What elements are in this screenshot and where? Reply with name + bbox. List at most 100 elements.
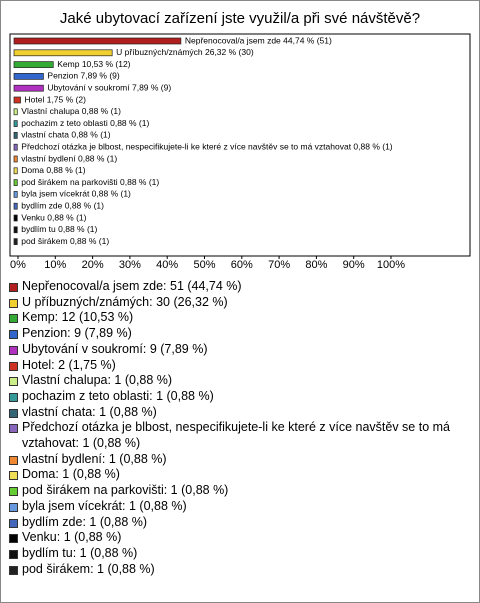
x-tick-label: 0% [10, 259, 26, 271]
legend-label: pochazim z teto oblasti: 1 (0,88 %) [22, 388, 214, 403]
legend-label: Venku: 1 (0,88 %) [22, 530, 122, 545]
legend-item: vlastní bydlení: 1 (0,88 %) [9, 452, 464, 468]
bar [13, 84, 44, 92]
legend-swatch [9, 392, 18, 402]
legend-label: U příbuzných/známých: 30 (26,32 %) [22, 294, 228, 309]
legend-item: Nepřenocoval/a jsem zde: 51 (44,74 %) [9, 279, 464, 295]
bar [13, 167, 18, 175]
x-tick-label: 60% [231, 259, 253, 271]
legend-label: Kemp: 12 (10,53 %) [22, 310, 134, 325]
bar-label: bydlím zde 0,88 % (1) [21, 200, 104, 210]
legend-swatch [9, 283, 18, 292]
legend-item: byla jsem vícekrát: 1 (0,88 %) [9, 499, 464, 515]
bar-label: pod širákem na parkovišti 0,88 % (1) [21, 177, 159, 187]
legend-label: pod širákem: 1 (0,88 %) [22, 561, 155, 576]
legend-label: Předchozí otázka je blbost, nespecifikuj… [22, 420, 450, 451]
legend-swatch [9, 345, 18, 355]
legend-item: U příbuzných/známých: 30 (26,32 %) [9, 295, 464, 311]
x-tick-label: 50% [193, 259, 215, 271]
x-tick-label: 30% [119, 259, 141, 271]
x-tick-label: 90% [343, 259, 365, 271]
bar [13, 120, 18, 127]
x-tick-label: 70% [268, 259, 290, 271]
legend-item: vlastní chata: 1 (0,88 %) [9, 405, 464, 421]
x-tick-label: 40% [156, 259, 178, 271]
bar [13, 73, 44, 80]
legend-swatch [9, 487, 18, 497]
legend-label: pod širákem na parkovišti: 1 (0,88 %) [22, 483, 229, 498]
bar [13, 132, 18, 139]
legend-swatch [9, 298, 18, 308]
legend-swatch [9, 424, 18, 434]
legend-label: Hotel: 2 (1,75 %) [22, 357, 116, 372]
x-tick-label: 100% [377, 259, 405, 271]
legend-label: bydlím zde: 1 (0,88 %) [22, 514, 148, 529]
plot-frame [9, 33, 471, 257]
legend-label: Penzion: 9 (7,89 %) [22, 326, 132, 341]
bar [13, 191, 18, 198]
legend-item: pod širákem na parkovišti: 1 (0,88 %) [9, 483, 464, 499]
bar [13, 143, 18, 151]
legend-item: pochazim z teto oblasti: 1 (0,88 %) [9, 389, 464, 405]
legend-swatch [9, 502, 18, 512]
bar [13, 179, 18, 186]
legend-label: vlastní bydlení: 1 (0,88 %) [22, 451, 167, 466]
legend-label: Ubytování v soukromí: 9 (7,89 %) [22, 341, 208, 356]
legend-label: byla jsem vícekrát: 1 (0,88 %) [22, 498, 187, 513]
legend-swatch [9, 534, 18, 544]
bar [13, 202, 18, 210]
bar [13, 61, 54, 68]
legend-label: Doma: 1 (0,88 %) [22, 467, 120, 482]
chart: Jaké ubytovací zařízení jste využil/a př… [9, 10, 471, 271]
legend-swatch [9, 408, 18, 418]
bar [13, 238, 18, 245]
legend-label: bydlím tu: 1 (0,88 %) [22, 545, 138, 560]
bar-label: Doma 0,88 % (1) [21, 165, 85, 175]
legend-swatch [9, 549, 18, 559]
legend-item: Penzion: 9 (7,89 %) [9, 326, 464, 342]
legend: Nepřenocoval/a jsem zde: 51 (44,74 %) U p… [9, 279, 464, 577]
bar-label: vlastní bydlení 0,88 % (1) [21, 153, 117, 163]
bar [13, 155, 18, 163]
x-tick-label: 80% [305, 259, 327, 271]
legend-item: Ubytování v soukromí: 9 (7,89 %) [9, 342, 464, 358]
bar-label: Kemp 10,53 % (12) [57, 59, 130, 69]
bar-label: pod širákem 0,88 % (1) [21, 236, 109, 246]
legend-item: pod širákem: 1 (0,88 %) [9, 562, 464, 578]
bar [13, 108, 18, 116]
bar-label: bydlím tu 0,88 % (1) [21, 224, 97, 234]
bar-label: vlastní chata 0,88 % (1) [21, 130, 110, 140]
bar-label: U příbuzných/známých 26,32 % (30) [116, 47, 254, 57]
legend-swatch [9, 377, 18, 387]
bar-label: Hotel 1,75 % (2) [25, 94, 87, 104]
legend-swatch [9, 361, 18, 371]
x-tick-label: 10% [44, 259, 66, 271]
bar-label: Venku 0,88 % (1) [21, 212, 86, 222]
legend-swatch [9, 518, 18, 528]
legend-swatch [9, 455, 18, 465]
chart-title: Jaké ubytovací zařízení jste využil/a př… [60, 10, 420, 27]
legend-label: Vlastní chalupa: 1 (0,88 %) [22, 373, 173, 388]
legend-swatch [9, 565, 18, 575]
legend-item: Venku: 1 (0,88 %) [9, 530, 464, 546]
bar [13, 49, 113, 57]
x-tick-label: 20% [82, 259, 104, 271]
bar-label: Ubytování v soukromí 7,89 % (9) [47, 82, 171, 92]
legend-swatch [9, 471, 18, 481]
legend-label: vlastní chata: 1 (0,88 %) [22, 404, 157, 419]
legend-item: bydlím tu: 1 (0,88 %) [9, 546, 464, 562]
bar-label: Vlastní chalupa 0,88 % (1) [21, 106, 121, 116]
bar-label: byla jsem vícekrát 0,88 % (1) [21, 189, 131, 199]
bar-label: Předchozí otázka je blbost, nespecifikuj… [21, 141, 393, 151]
legend-label: Nepřenocoval/a jsem zde: 51 (44,74 %) [22, 279, 242, 293]
bar [13, 214, 18, 222]
bar-label: Penzion 7,89 % (9) [47, 71, 119, 81]
bar-label: Nepřenocoval/a jsem zde 44,74 % (51) [185, 35, 332, 45]
bar-label: pochazim z teto oblasti 0,88 % (1) [21, 118, 149, 128]
legend-item: bydlím zde: 1 (0,88 %) [9, 515, 464, 531]
bar [13, 37, 182, 45]
legend-item: Hotel: 2 (1,75 %) [9, 358, 464, 374]
bar [13, 96, 21, 104]
legend-item: Doma: 1 (0,88 %) [9, 467, 464, 483]
